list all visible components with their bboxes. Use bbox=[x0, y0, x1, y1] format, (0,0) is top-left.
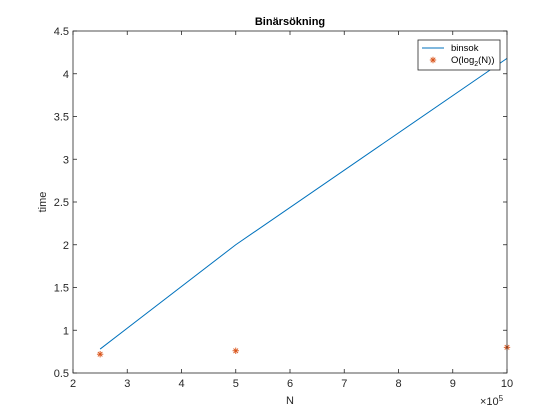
x-tick-label: 6 bbox=[287, 378, 293, 390]
series-line-binsok bbox=[99, 57, 508, 350]
legend-entry-subscript: 2 bbox=[474, 61, 478, 68]
data-point-olog2n bbox=[232, 347, 239, 354]
x-tick-label: 9 bbox=[450, 378, 456, 390]
y-tick-label: 3.5 bbox=[54, 112, 69, 124]
x-tick-label: 7 bbox=[341, 378, 347, 390]
legend-asterisk-swatch bbox=[429, 56, 437, 64]
x-tick-label: 8 bbox=[395, 378, 401, 390]
y-tick-label: 3 bbox=[63, 154, 69, 166]
y-tick-label: 2.5 bbox=[54, 197, 69, 209]
legend-box bbox=[417, 39, 501, 71]
legend-asterisk bbox=[429, 56, 437, 64]
y-tick-label: 1.5 bbox=[54, 283, 69, 295]
x-tick-label: 3 bbox=[124, 378, 130, 390]
asterisk-stroke bbox=[97, 351, 103, 357]
x-axis-exponent: ×105 bbox=[480, 394, 504, 408]
x-tick-label: 10 bbox=[501, 378, 513, 390]
legend-entry-olog2n: O(log2(N)) bbox=[451, 55, 495, 68]
data-point-olog2n bbox=[96, 350, 104, 358]
y-tick-label: 4 bbox=[63, 69, 69, 81]
ticks-layer: 2 3 4 5 6 7 8 9 10 0.5 1 1.5 2 2.5 3 3.5 4 4.5 bbox=[54, 26, 513, 390]
legend-entry-suffix: (N)) bbox=[478, 55, 494, 66]
y-axis-label: time bbox=[37, 192, 49, 213]
legend-entry-prefix: O(log bbox=[451, 55, 474, 66]
chart-title: Binärsökning bbox=[255, 16, 325, 28]
y-tick-label: 1 bbox=[63, 325, 69, 337]
x-tick-label: 2 bbox=[70, 378, 76, 390]
y-tick-label: 2 bbox=[63, 240, 69, 252]
y-tick-label: 4.5 bbox=[54, 26, 69, 38]
x-exponent-base: ×10 bbox=[480, 396, 499, 408]
plot-area bbox=[73, 31, 507, 373]
asterisk-stroke bbox=[233, 348, 239, 354]
asterisk-stroke bbox=[430, 57, 436, 63]
x-axis-label: N bbox=[286, 395, 294, 407]
legend-entry-binsok: binsok bbox=[451, 43, 479, 54]
legend: binsok O(log2(N)) bbox=[417, 39, 501, 71]
x-tick-label: 4 bbox=[178, 378, 184, 390]
x-tick-label: 5 bbox=[233, 378, 239, 390]
y-tick-label: 0.5 bbox=[54, 368, 69, 380]
x-exponent-power: 5 bbox=[499, 394, 504, 403]
